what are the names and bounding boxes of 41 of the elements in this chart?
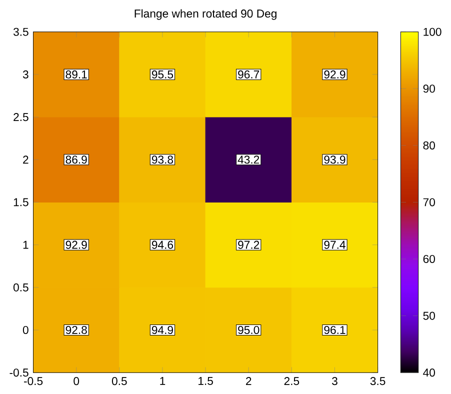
color-bar-label: 40	[423, 368, 435, 376]
data-label: 93.8	[152, 155, 174, 164]
chart-title: Flange when rotated 90 Deg	[134, 9, 276, 20]
x-tick-label: 2.5	[284, 376, 300, 385]
data-label: 92.8	[66, 326, 87, 334]
y-tick-label: 1	[23, 240, 28, 249]
data-label: 97.2	[238, 240, 260, 249]
color-bar-label: 100	[424, 28, 442, 36]
data-label: 96.7	[238, 70, 260, 78]
data-label: 94.9	[152, 326, 173, 334]
data-label: 86.9	[66, 155, 87, 164]
x-tick-label: 3	[332, 376, 338, 385]
color-bar-label: 50	[423, 312, 435, 320]
x-tick-label: 3.5	[370, 376, 386, 385]
y-tick-label: 3	[22, 70, 28, 78]
data-label: 92.9	[66, 240, 87, 249]
data-label: 94.6	[152, 240, 174, 249]
data-label: 96.1	[324, 326, 346, 334]
x-tick-label: 1.5	[198, 376, 213, 385]
data-label: 93.9	[324, 155, 346, 164]
data-label: 95.0	[238, 326, 260, 334]
data-label: 95.5	[152, 70, 174, 78]
y-tick-label: 2	[23, 155, 28, 164]
color-bar-label: 80	[423, 141, 435, 150]
x-tick-label: 2	[246, 376, 252, 385]
x-tick-label: 0.5	[112, 376, 127, 385]
y-tick-label: 3.5	[13, 28, 28, 36]
data-label: 97.4	[324, 240, 346, 249]
data-label: 89.1	[66, 70, 87, 78]
x-tick-label: 1	[160, 376, 166, 385]
data-label: 92.9	[324, 70, 346, 78]
x-tick-label: 0	[74, 376, 80, 385]
y-tick-label: -0.5	[10, 368, 28, 376]
color-bar-label: 70	[423, 198, 435, 206]
data-label: 43.2	[238, 155, 260, 164]
y-tick-label: 0.5	[13, 283, 28, 292]
y-tick-label: 2.5	[14, 112, 28, 121]
y-tick-label: 0	[22, 326, 28, 334]
color-bar-label: 60	[423, 254, 435, 263]
color-bar-label: 90	[423, 84, 435, 93]
y-tick-label: 1.5	[14, 198, 28, 206]
